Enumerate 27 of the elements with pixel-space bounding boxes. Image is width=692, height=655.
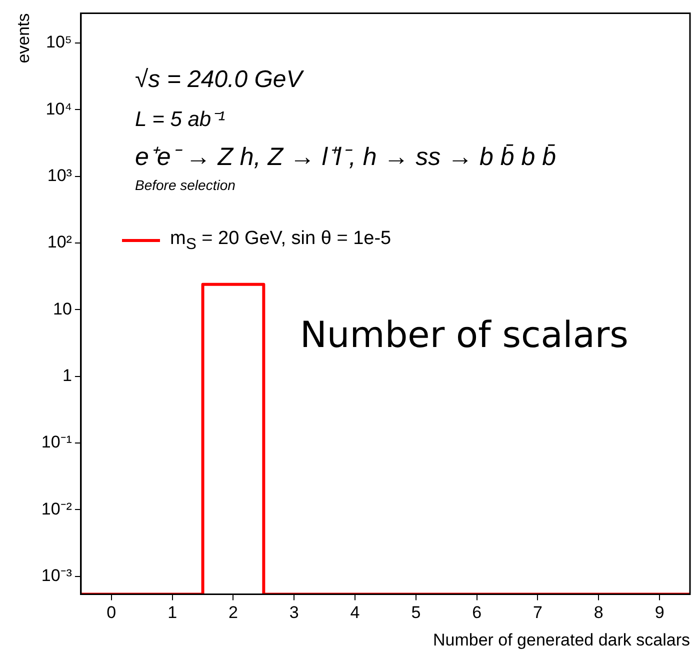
- x-tick-label: 2: [228, 603, 238, 622]
- x-tick-label: 5: [411, 603, 421, 622]
- x-tick-label: 0: [106, 603, 116, 622]
- y-tick-label: 10⁻¹: [41, 432, 72, 452]
- x-axis-title: Number of generated dark scalars: [432, 630, 690, 650]
- annotation: e⁺e⁻ → Z h, Z → l⁺l⁻, h → ss → b b̄ b b̄: [135, 142, 556, 172]
- annotation: Number of scalars: [300, 315, 628, 356]
- y-tick-label: 10: [53, 299, 72, 318]
- x-tick-label: 1: [168, 603, 178, 622]
- y-tick-label: 10³: [47, 166, 72, 186]
- x-tick-label: 4: [350, 603, 360, 622]
- y-tick-label: 10²: [47, 232, 72, 252]
- x-tick-label: 6: [472, 603, 482, 622]
- x-tick-label: 8: [594, 603, 604, 622]
- annotation: Before selection: [135, 177, 236, 193]
- x-tick-label: 7: [533, 603, 542, 622]
- x-tick-label: 9: [654, 603, 664, 622]
- y-tick-label: 10⁵: [46, 32, 72, 52]
- y-tick-label: 1: [62, 366, 72, 386]
- y-tick-label: 10⁴: [46, 99, 72, 118]
- y-axis-title: events: [14, 13, 33, 64]
- annotation: L = 5 ab⁻¹: [135, 107, 226, 132]
- x-tick-label: 3: [289, 603, 299, 622]
- annotation: √s = 240.0 GeV: [135, 66, 302, 94]
- y-tick-label: 10⁻³: [41, 566, 72, 586]
- y-tick-label: 10⁻²: [41, 499, 72, 518]
- legend-label: m$_{S}$ = 20 GeV, sin θ = 1e-5: [170, 228, 392, 254]
